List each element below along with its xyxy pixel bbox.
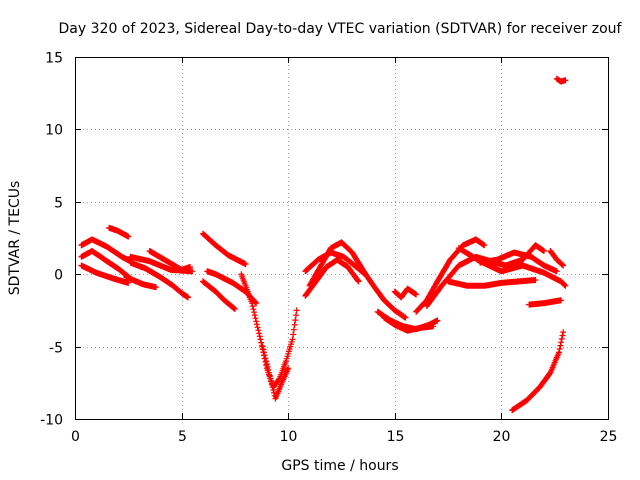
y-tick-label: 0 [54,268,63,284]
series-arc-7 [123,274,159,291]
y-tick-label: -10 [40,413,63,429]
series-arc-26 [526,297,565,308]
chart-title: Day 320 of 2023, Sidereal Day-to-day VTE… [59,21,623,37]
y-tick-label: 15 [45,51,63,67]
data-points [78,75,569,414]
y-tick-label: 10 [45,123,63,139]
data-point-markers [381,314,437,334]
series-arc-27 [509,329,567,414]
data-point-markers [78,248,134,282]
series-arc-3 [78,248,134,282]
series-arc-18 [381,314,437,334]
x-tick-label: 20 [493,429,511,445]
y-tick-label: -5 [49,341,63,357]
x-tick-label: 0 [71,429,80,445]
data-point-markers [106,224,132,240]
y-axis-title: SDTVAR / TECUs [7,181,23,296]
grid [75,57,608,419]
data-point-markers [78,262,132,286]
data-point-markers [477,249,560,275]
y-tick-label: 5 [54,196,63,212]
data-point-markers [445,277,539,289]
series-arc-19 [391,285,420,301]
data-point-markers [127,259,191,301]
series-arc-28 [553,75,569,85]
data-point-markers [391,285,420,301]
plot-frame [75,57,609,420]
axis-ticks: 0 5 10 15 20 25 -10 -5 0 5 10 15 [40,51,617,446]
data-point-markers [123,274,159,291]
series-arc-24 [477,249,560,275]
series-arc-5 [127,259,191,301]
series-arc-4 [78,262,132,286]
data-point-markers [199,278,238,312]
series-arc-10 [199,278,238,312]
x-tick-label: 15 [387,429,405,445]
data-point-markers [509,329,567,414]
data-point-markers [199,230,249,268]
x-axis-title: GPS time / hours [281,458,398,474]
x-tick-label: 25 [600,429,618,445]
series-arc-22 [445,277,539,289]
x-tick-label: 5 [178,429,187,445]
series-arc-16 [302,249,368,278]
data-point-markers [259,343,292,402]
data-point-markers [78,236,134,265]
data-point-markers [302,249,368,278]
series-arc-13 [259,343,292,402]
series-arc-1 [78,236,134,265]
x-tick-label: 10 [280,429,298,445]
data-point-markers [526,297,565,308]
data-point-markers [302,256,362,299]
series-arc-8 [146,248,194,273]
data-point-markers [146,248,194,273]
data-point-markers [553,75,569,85]
series-arc-25 [547,248,567,269]
series-arc-9 [199,230,249,268]
series-arc-14 [302,256,362,299]
series-arc-2 [106,224,132,240]
data-point-markers [547,248,567,269]
